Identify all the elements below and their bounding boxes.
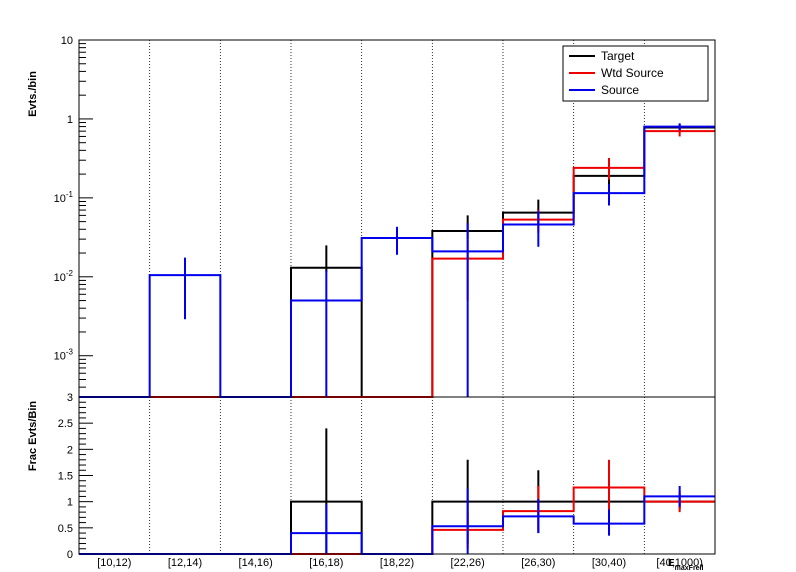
x-tick-label: [30,40) <box>592 557 626 569</box>
x-tick-label: [16,18) <box>309 557 343 569</box>
series-step-wtd-source <box>79 130 715 398</box>
x-tick-label: [22,26) <box>451 557 485 569</box>
y-tick-label: 1 <box>67 114 73 126</box>
y-tick-label: 3 <box>67 392 73 404</box>
legend: Target Wtd Source Source <box>562 45 709 102</box>
bottom-panel-grid <box>149 397 645 554</box>
x-tick-label: [10,12) <box>97 557 131 569</box>
x-tick-label: [40,1000) <box>656 557 702 569</box>
x-tick-label: [18,22) <box>380 557 414 569</box>
x-tick-label: [26,30) <box>521 557 555 569</box>
y-tick-label: 2.5 <box>58 418 73 430</box>
y-tick-label: 10-3 <box>54 348 74 363</box>
legend-source-label: Source <box>601 83 639 97</box>
bottom-panel-series <box>79 428 715 555</box>
y-tick-label: 10-1 <box>54 190 74 205</box>
top-y-axis: 10 1 10-1 10-2 10-3 3 <box>54 35 93 404</box>
bottom-y-axis: 0 0.5 1 1.5 2 2.5 <box>58 396 93 561</box>
y-tick-label: 0.5 <box>58 523 73 535</box>
legend-wtd-source-label: Wtd Source <box>601 66 664 80</box>
y-tick-label: 10 <box>61 35 73 47</box>
series-step-target <box>79 500 715 555</box>
legend-target-label: Target <box>601 49 635 63</box>
y-tick-label: 1 <box>67 497 73 509</box>
y-tick-label: 1.5 <box>58 471 73 483</box>
top-y-axis-title: Evts./bin <box>27 71 39 117</box>
x-axis-labels: [10,12) [12,14) [14,16) [16,18) [18,22) [22,2… <box>97 557 703 569</box>
top-panel-series <box>79 123 715 398</box>
bottom-y-axis-title: Frac Evts/Bin <box>27 401 39 472</box>
y-tick-label: 0 <box>67 549 73 561</box>
series-step-source <box>79 495 715 555</box>
x-tick-label: [12,14) <box>168 557 202 569</box>
series-step-wtd-source <box>79 486 715 555</box>
bottom-panel-frame <box>78 396 716 555</box>
y-tick-label: 10-2 <box>54 269 74 284</box>
y-tick-label: 2 <box>67 444 73 456</box>
x-tick-label: [14,16) <box>239 557 273 569</box>
